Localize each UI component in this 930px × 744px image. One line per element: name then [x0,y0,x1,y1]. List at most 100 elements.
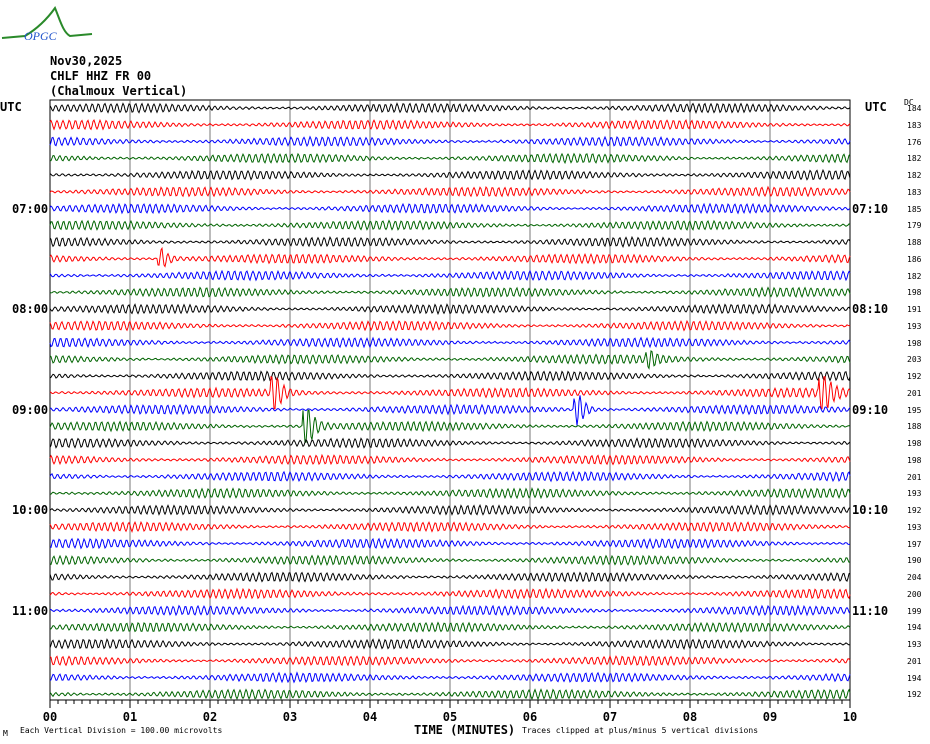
scale-note: Each Vertical Division = 100.00 microvol… [20,726,223,735]
right-time-label: 07:10 [852,201,889,216]
trace-row-2 [49,135,851,148]
trace-row-13 [49,319,851,332]
trace-row-12 [49,303,851,316]
dc-value: 186 [907,254,922,264]
dc-value: 203 [907,355,922,365]
right-time-label: 09:10 [852,402,889,417]
right-axis-title: UTC [865,100,887,114]
clip-note: Traces clipped at plus/minus 5 vertical … [522,726,759,735]
date-label: Nov30,2025 [50,54,123,68]
trace-row-28 [49,571,851,583]
dc-value: 201 [907,656,922,666]
dc-value: 193 [907,321,922,331]
dc-value: 183 [907,120,922,130]
dc-value: 188 [907,422,922,432]
x-tick-label: 03 [283,710,297,724]
left-axis-title: UTC [0,100,22,114]
dc-value: 193 [907,489,922,499]
trace-row-1 [49,118,851,131]
dc-value: 195 [907,405,922,415]
left-time-label: 10:00 [12,503,49,517]
trace-row-18 [49,395,851,426]
dc-value: 191 [907,305,922,314]
x-tick-label: 02 [203,710,217,724]
dc-value: 198 [907,338,922,348]
trace-row-23 [49,487,851,500]
dc-value: 198 [907,288,922,298]
dc-value: 193 [907,640,922,649]
dc-value: 194 [907,673,922,683]
x-tick-label: 00 [43,710,57,724]
left-time-label: 08:00 [12,302,49,316]
x-tick-label: 04 [363,710,377,724]
x-tick-label: 10 [843,710,857,724]
trace-row-19 [49,409,851,443]
trace-row-14 [49,336,851,349]
logo-text: OPGC [24,29,58,43]
dc-value: 192 [907,690,922,700]
dc-value: 199 [907,606,922,616]
left-time-label: 09:00 [12,402,49,417]
x-tick-label: 07 [603,710,617,724]
dc-value: 201 [907,472,922,482]
trace-row-0 [49,102,851,114]
logo: OPGC [1,5,93,43]
dc-value: 198 [907,439,922,448]
trace-row-21 [49,453,851,466]
trace-row-25 [49,520,851,533]
trace-row-32 [49,638,851,650]
trace-row-22 [49,470,851,483]
dc-value: 190 [907,556,922,566]
trace-row-31 [49,621,851,633]
trace-row-10 [49,269,851,282]
dc-value: 204 [907,573,922,582]
x-tick-label: 09 [763,710,777,724]
dc-value: 194 [907,623,922,633]
trace-row-6 [49,202,851,215]
dc-value: 192 [907,506,922,515]
trace-row-26 [49,537,851,550]
dc-value: 182 [907,271,922,281]
dc-value: 182 [907,154,922,164]
trace-row-29 [49,587,851,600]
dc-value: 201 [907,388,922,398]
trace-row-35 [49,688,851,701]
trace-row-5 [49,185,851,198]
trace-row-7 [49,219,851,231]
dc-value: 179 [907,221,922,231]
trace-row-3 [49,152,851,165]
trace-row-17 [49,375,851,410]
trace-row-27 [49,554,851,566]
dc-value: 183 [907,187,922,197]
left-time-label: 07:00 [12,201,49,216]
left-time-label: 11:00 [12,603,49,618]
x-tick-label: 08 [683,710,697,724]
dc-value: 185 [907,204,922,214]
dc-value: 197 [907,539,922,549]
trace-row-15 [49,350,851,370]
trace-row-16 [49,370,851,382]
dc-title: DC [904,98,914,107]
trace-row-34 [49,671,851,684]
dc-value: 192 [907,372,922,381]
trace-row-4 [49,168,851,181]
dc-value: 176 [907,137,922,147]
right-time-label: 11:10 [852,603,889,618]
trace-row-9 [49,246,851,268]
dc-value: 198 [907,455,922,465]
dc-value: 182 [907,171,922,180]
dc-value: 193 [907,522,922,532]
trace-row-20 [49,437,851,449]
trace-row-30 [49,604,851,617]
dc-value: 200 [907,589,922,599]
station-label: CHLF HHZ FR 00 [50,69,152,83]
right-time-label: 08:10 [852,302,889,316]
trace-row-24 [49,504,851,516]
right-time-label: 10:10 [852,503,889,517]
x-tick-label: 06 [523,710,537,724]
trace-row-8 [49,235,851,248]
trace-row-11 [49,286,851,298]
dc-value: 184 [907,104,922,113]
x-tick-label: 01 [123,710,137,724]
